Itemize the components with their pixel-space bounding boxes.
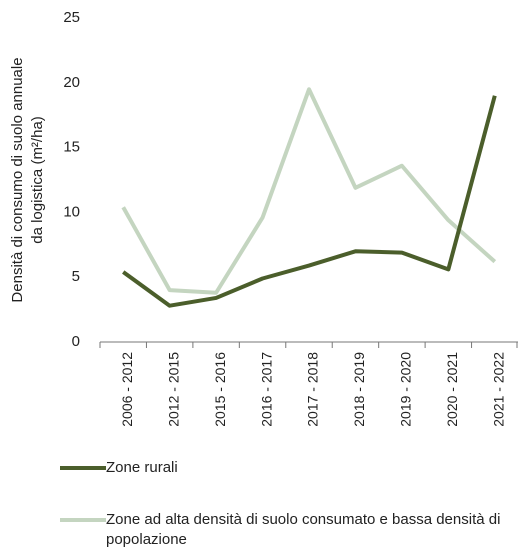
y-tick-label: 20 — [63, 74, 80, 91]
chart: Densità di consumo di suolo annuale da l… — [9, 9, 518, 427]
legend-swatch — [60, 518, 106, 522]
legend-swatch — [60, 466, 106, 470]
series-line — [122, 95, 497, 308]
y-tick-label: 15 — [63, 139, 80, 156]
x-tick-label: 2020 - 2021 — [444, 352, 460, 427]
y-tick-label: 25 — [63, 9, 80, 26]
legend-item: Zone ad alta densità di suolo consumato … — [60, 510, 516, 550]
x-tick-label: 2016 - 2017 — [258, 352, 274, 427]
y-tick-label: 0 — [72, 333, 80, 350]
x-tick-label: 2006 - 2012 — [119, 352, 135, 427]
x-tick-label: 2012 - 2015 — [165, 352, 181, 427]
y-axis-label: da logistica (m²/ha) — [29, 116, 46, 244]
legend-label: Zone ad alta densità di suolo consumato … — [106, 511, 501, 548]
x-tick-label: 2019 - 2020 — [398, 352, 414, 427]
x-tick-label: 2017 - 2018 — [305, 352, 321, 427]
x-tick-label: 2015 - 2016 — [212, 352, 228, 427]
x-tick-label: 2018 - 2019 — [351, 352, 367, 427]
y-axis-label: Densità di consumo di suolo annuale — [9, 57, 26, 302]
series-line — [121, 87, 497, 295]
y-tick-label: 5 — [72, 268, 80, 285]
y-tick-label: 10 — [63, 203, 80, 220]
legend-item: Zone rurali — [60, 458, 516, 478]
x-tick-label: 2021 - 2022 — [490, 352, 506, 427]
legend-label: Zone rurali — [106, 459, 178, 476]
